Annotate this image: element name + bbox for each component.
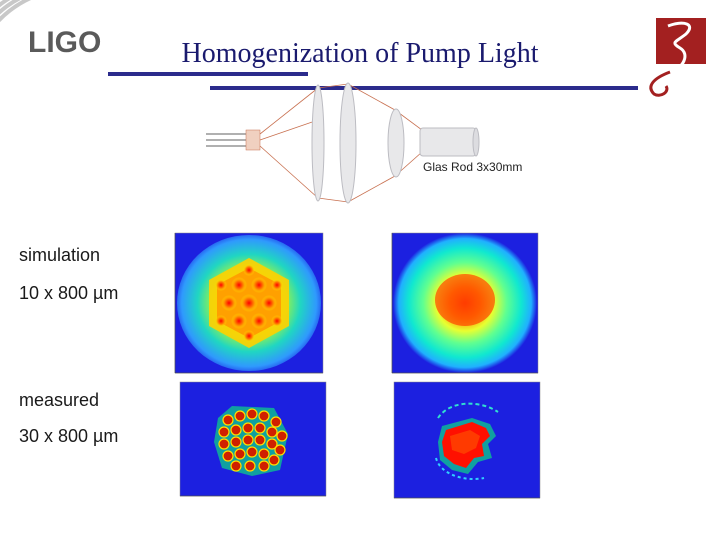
glass-rod — [419, 127, 477, 157]
simulation-plot-uniform — [391, 232, 539, 374]
simulation-label: simulation — [19, 245, 101, 265]
measured-plot-fiber-bundle — [179, 381, 327, 497]
ligo-logo: LIGO — [0, 0, 101, 59]
measured-label: measured — [19, 390, 100, 410]
lens-1 — [311, 84, 325, 202]
glass-rod-label: Glas Rod 3x30mm — [423, 160, 523, 174]
logo-arcs-icon — [0, 0, 32, 23]
simulation-dims-label: 10 x 800 µm — [19, 283, 119, 303]
measured-spots — [218, 408, 288, 472]
measured-plot-glass-rod — [393, 381, 541, 499]
measured-dims-label: 30 x 800 µm — [19, 426, 119, 446]
logo-text: LIGO — [28, 26, 101, 59]
lens-3 — [387, 108, 405, 178]
lens-2 — [339, 82, 357, 204]
simulation-plot-hexagonal — [174, 232, 324, 374]
institute-emblem — [649, 18, 706, 97]
optical-diagram — [206, 82, 480, 204]
title-underline-left — [108, 72, 308, 76]
fiber-end — [245, 129, 261, 151]
simulation-spots — [215, 264, 283, 342]
title-underline-right — [210, 86, 638, 90]
emblem-square — [656, 18, 706, 64]
slide-title: Homogenization of Pump Light — [181, 38, 539, 69]
